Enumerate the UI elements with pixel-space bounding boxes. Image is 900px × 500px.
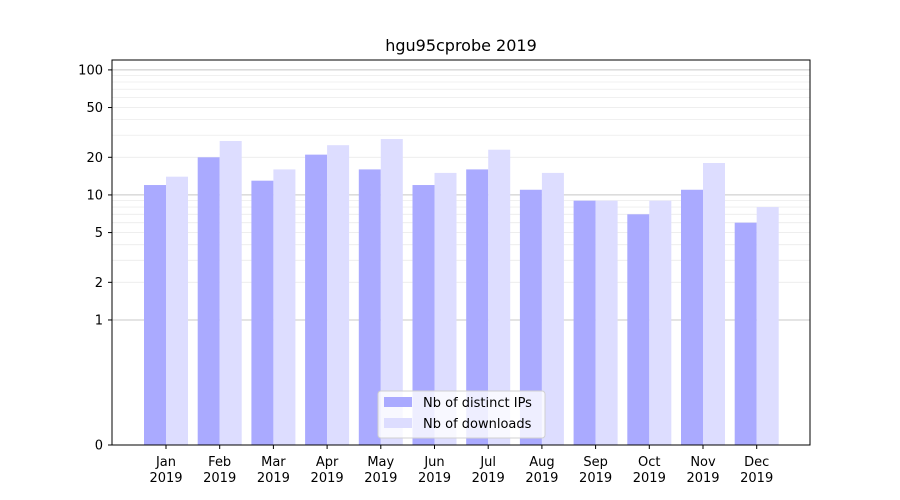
bar-downloads-mar [273, 169, 296, 445]
x-tick-label: Dec 2019 [740, 455, 773, 486]
legend-label: Nb of distinct IPs [423, 396, 532, 411]
x-tick-label: Oct 2019 [633, 455, 666, 486]
x-tick-label: Jun 2019 [418, 455, 451, 486]
x-tick-year: 2019 [149, 471, 182, 486]
x-tick-label: Sep 2019 [579, 455, 612, 486]
x-tick-month: Nov [690, 455, 716, 470]
x-tick-label: Jul 2019 [472, 455, 505, 486]
x-tick-month: Mar [261, 455, 286, 470]
x-tick-year: 2019 [686, 471, 719, 486]
x-tick-year: 2019 [364, 471, 397, 486]
y-tick-label: 0 [95, 439, 103, 454]
x-tick-label: Nov 2019 [686, 455, 719, 486]
bar-downloads-nov [703, 163, 725, 445]
x-tick-year: 2019 [257, 471, 290, 486]
x-tick-year: 2019 [633, 471, 666, 486]
bar-downloads-aug [541, 172, 564, 445]
x-tick-month: Feb [208, 455, 231, 470]
y-tick-label: 5 [95, 226, 103, 241]
x-tick-month: Sep [583, 455, 608, 470]
bar-downloads-may [380, 139, 403, 445]
legend-swatch [384, 397, 412, 407]
bar-distinct-ips-oct [627, 214, 650, 445]
bar-downloads-dec [756, 207, 779, 445]
bar-downloads-oct [649, 200, 672, 445]
bar-distinct-ips-aug [519, 189, 542, 445]
x-tick-label: Feb 2019 [203, 455, 236, 486]
x-tick-label: May 2019 [364, 455, 397, 486]
x-tick-year: 2019 [579, 471, 612, 486]
x-tick-year: 2019 [203, 471, 236, 486]
x-tick-month: Jan [155, 455, 176, 470]
bar-distinct-ips-sep [573, 200, 596, 445]
y-tick-label: 10 [86, 188, 103, 203]
legend: Nb of distinct IPs Nb of downloads [377, 390, 546, 439]
x-tick-year: 2019 [418, 471, 451, 486]
x-tick-year: 2019 [311, 471, 344, 486]
x-tick-month: May [367, 455, 394, 470]
plot-frame [111, 59, 811, 446]
x-tick-label: Mar 2019 [257, 455, 290, 486]
y-tick-label: 20 [86, 151, 103, 166]
y-tick-label: 50 [86, 101, 103, 116]
bar-downloads-apr [327, 145, 350, 445]
y-tick-label: 1 [95, 313, 103, 328]
y-tick-label: 100 [78, 63, 103, 78]
x-tick-label: Jan 2019 [149, 455, 182, 486]
x-tick-month: Oct [638, 455, 660, 470]
y-axis: 0 1 2 5 10 20 50 100 [78, 63, 112, 454]
x-tick-month: Jul [479, 455, 496, 470]
legend-label: Nb of downloads [423, 417, 532, 432]
chart-title: hgu95cprobe 2019 [385, 36, 537, 55]
y-tick-label: 2 [95, 276, 103, 291]
legend-box [377, 390, 546, 439]
bar-downloads-jun [434, 172, 457, 445]
x-tick-month: Apr [316, 455, 339, 470]
bar-distinct-ips-jan [144, 185, 166, 445]
bar-distinct-ips-mar [251, 180, 274, 445]
bar-distinct-ips-jun [412, 185, 435, 445]
bar-downloads-jul [488, 149, 511, 446]
x-tick-month: Jun [423, 455, 444, 470]
bar-distinct-ips-may [358, 169, 381, 445]
bar-downloads-jan [166, 176, 188, 445]
bar-distinct-ips-feb [197, 157, 220, 445]
bar-downloads-sep [595, 200, 618, 445]
x-tick-year: 2019 [740, 471, 773, 486]
legend-swatch [384, 418, 412, 428]
x-tick-label: Apr 2019 [311, 455, 344, 486]
x-tick-year: 2019 [472, 471, 505, 486]
bar-distinct-ips-jul [466, 169, 489, 445]
bar-downloads-feb [219, 140, 242, 445]
x-tick-month: Aug [529, 455, 554, 470]
bar-distinct-ips-nov [681, 189, 703, 445]
bar-distinct-ips-dec [734, 222, 757, 445]
x-tick-month: Dec [744, 455, 769, 470]
x-tick-year: 2019 [525, 471, 558, 486]
x-tick-label: Aug 2019 [525, 455, 558, 486]
bars [144, 139, 779, 446]
bar-distinct-ips-apr [305, 154, 328, 446]
